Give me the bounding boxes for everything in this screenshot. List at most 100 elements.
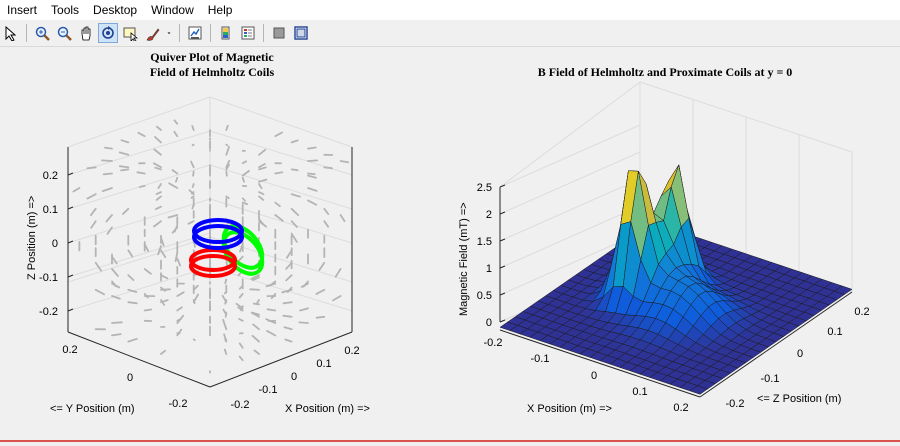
menu-help[interactable]: Help (207, 3, 233, 17)
quiver-arrow-17 (127, 249, 134, 258)
quiver-arrow-63 (86, 166, 97, 170)
quiver-title-line1: Quiver Plot of Magnetic (150, 50, 274, 64)
quiver-arrow-146 (160, 286, 167, 292)
toolbar-separator (263, 24, 264, 42)
quiver-arrow-174 (176, 317, 182, 322)
quiver-arrow-39 (191, 183, 195, 188)
zoom-in-icon (35, 26, 50, 41)
quiver-arrow-7 (176, 257, 182, 267)
menu-desktop[interactable]: Desktop (93, 3, 138, 17)
figure-canvas: 0.2 0.1 0 -0.1 -0.2 0.2 0 -0.2 -0.2 -0.1 0 0.1 0.2 Q… (0, 47, 900, 440)
quiver-axes[interactable]: 0.2 0.1 0 -0.1 -0.2 0.2 0 -0.2 -0.2 -0.1 0 0.1 0.2 Q… (26, 50, 370, 415)
data-cursor-button[interactable] (120, 23, 140, 43)
quiver-arrow-125 (258, 195, 265, 201)
quiver-arrow-115 (160, 274, 169, 280)
toolbar-separator (210, 24, 211, 42)
quiver-arrow-270 (255, 299, 260, 306)
figure-svg: 0.2 0.1 0 -0.1 -0.2 0.2 0 -0.2 -0.2 -0.1 0 0.1 0.2 Q… (26, 50, 870, 415)
quiver-arrow-151 (138, 184, 146, 188)
quiver-arrow-190 (290, 207, 300, 217)
quiver-ztick-3: -0.1 (39, 272, 58, 284)
surface-ytick-4: -0.2 (726, 398, 745, 410)
quiver-arrow-238 (238, 292, 244, 299)
hide-plot-tools-button[interactable] (269, 23, 289, 43)
figure-toolbar (0, 20, 900, 47)
surface-axes[interactable]: 2.5 2 1.5 1 0.5 0 -0.2 -0.1 0 0.1 0.2 0.2 0.1 0 -0.1 -0… (458, 65, 870, 415)
brush-button[interactable] (142, 23, 162, 43)
link-plot-button[interactable] (185, 23, 205, 43)
show-plot-tools-button[interactable] (291, 23, 311, 43)
quiver-arrow-132 (225, 146, 230, 156)
hide-plot-tools-icon (273, 27, 285, 39)
zoom-in-button[interactable] (32, 23, 52, 43)
quiver-arrow-33 (225, 143, 229, 147)
quiver-arrow-229 (266, 329, 277, 337)
quiver-arrow-199 (258, 163, 266, 169)
quiver-arrow-57 (101, 187, 113, 193)
quiver-arrow-85 (127, 301, 138, 305)
menu-window[interactable]: Window (151, 3, 194, 17)
surface-ytick-2: 0 (797, 348, 803, 360)
quiver-arrow-117 (152, 162, 162, 169)
quiver-arrow-180 (157, 245, 162, 256)
surface-axis-lines (499, 187, 853, 398)
quiver-arrow-213 (173, 224, 179, 233)
toolbar-separator (26, 24, 27, 42)
quiver-arrow-129 (241, 201, 249, 206)
menu-tools[interactable]: Tools (51, 3, 80, 17)
quiver-arrow-255 (323, 220, 330, 228)
menu-bar: Insert Tools Desktop Window Help (0, 0, 900, 20)
colorbar-button[interactable] (216, 23, 236, 43)
quiver-arrow-130 (241, 170, 250, 177)
pointer-button[interactable] (1, 23, 21, 43)
quiver-arrow-32 (225, 170, 228, 177)
show-plot-tools-icon (294, 26, 308, 40)
quiver-arrow-18 (120, 168, 130, 172)
surface-zgrid-2 (499, 205, 641, 269)
quiver-arrow-165 (222, 318, 228, 331)
quiver-xtick-2: 0 (291, 371, 297, 383)
quiver-arrow-140 (187, 220, 195, 225)
pan-hand-button[interactable] (76, 23, 96, 43)
quiver-arrow-92 (102, 172, 113, 176)
quiver-arrow-158 (274, 201, 281, 208)
rotate-3d-icon (102, 26, 114, 39)
legend-button[interactable] (238, 23, 258, 43)
quiver-arrow-142 (190, 160, 195, 169)
surface-ztick-mark-3 (499, 265, 506, 269)
quiver-arrow-184 (307, 174, 317, 179)
quiver-box (67, 147, 353, 388)
quiver-arrow-216 (318, 261, 326, 271)
quiver-arrow-240 (223, 348, 228, 355)
surface-ztick-2: 1.5 (477, 236, 492, 248)
quiver-arrow-154 (290, 139, 299, 144)
quiver-arrow-178 (160, 299, 166, 306)
menu-insert[interactable]: Insert (7, 3, 38, 17)
quiver-xtick-1: -0.1 (259, 384, 278, 396)
surface-xtick-1: -0.1 (531, 353, 550, 365)
surface-title: B Field of Helmholtz and Proximate Coils… (538, 65, 793, 79)
quiver-arrow-110 (176, 291, 185, 297)
quiver-arrow-87 (118, 165, 130, 169)
quiver-arrow-271 (258, 218, 265, 226)
brush-icon (146, 28, 160, 41)
quiver-arrow-123 (252, 276, 260, 282)
quiver-ztick-mark-2 (67, 240, 74, 244)
quiver-arrow-55 (111, 268, 119, 277)
quiver-arrow-44 (155, 195, 162, 201)
quiver-arrow-86 (127, 274, 135, 282)
coils (189, 218, 265, 278)
surface-ticks: 2.5 2 1.5 1 0.5 0 -0.2 -0.1 0 0.1 0.2 0.2 0.1 0 -0.1 -0… (477, 182, 870, 414)
colorbar-icon (221, 26, 230, 40)
rotate-3d-button[interactable] (98, 23, 118, 43)
coil-blue (192, 218, 244, 244)
quiver-arrow-112 (167, 214, 179, 219)
brush-dropdown-button[interactable] (164, 23, 174, 43)
quiver-arrow-5 (192, 170, 195, 177)
quiver-ztick-0: 0.2 (43, 170, 58, 182)
quiver-arrow-258 (302, 280, 309, 288)
surface-ztick-5: 0 (486, 317, 492, 329)
zoom-out-button[interactable] (54, 23, 74, 43)
quiver-arrow-88 (111, 333, 122, 337)
quiver-arrow-46 (154, 136, 162, 144)
